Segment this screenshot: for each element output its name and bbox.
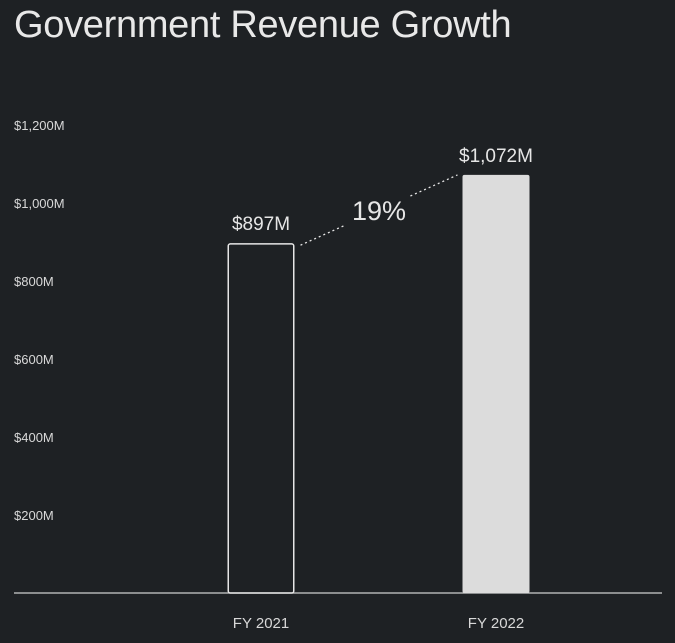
y-tick-label: $1,200M [14,118,65,133]
y-tick-label: $800M [14,274,54,289]
bar-value-label: $897M [232,214,290,235]
growth-connector: 19% [300,174,458,246]
chart-title: Government Revenue Growth [14,4,512,46]
x-category-label: FY 2022 [468,615,524,632]
y-tick-label: $1,000M [14,196,65,211]
x-axis-labels: FY 2021 FY 2022 [233,615,524,632]
y-tick-label: $200M [14,508,54,523]
bars: $897M $1,072M [227,146,533,594]
bar-fy-2021 [227,243,295,594]
bar-fy-2022 [462,174,530,594]
y-tick-label: $400M [14,430,54,445]
y-tick-label: $600M [14,352,54,367]
bar-value-label: $1,072M [459,146,533,167]
y-axis-ticks: $200M $400M $600M $800M $1,000M $1,200M [14,118,65,523]
connector-line [300,224,347,246]
x-category-label: FY 2021 [233,615,289,632]
connector-line [410,174,458,197]
growth-percentage-label: 19% [352,196,406,226]
